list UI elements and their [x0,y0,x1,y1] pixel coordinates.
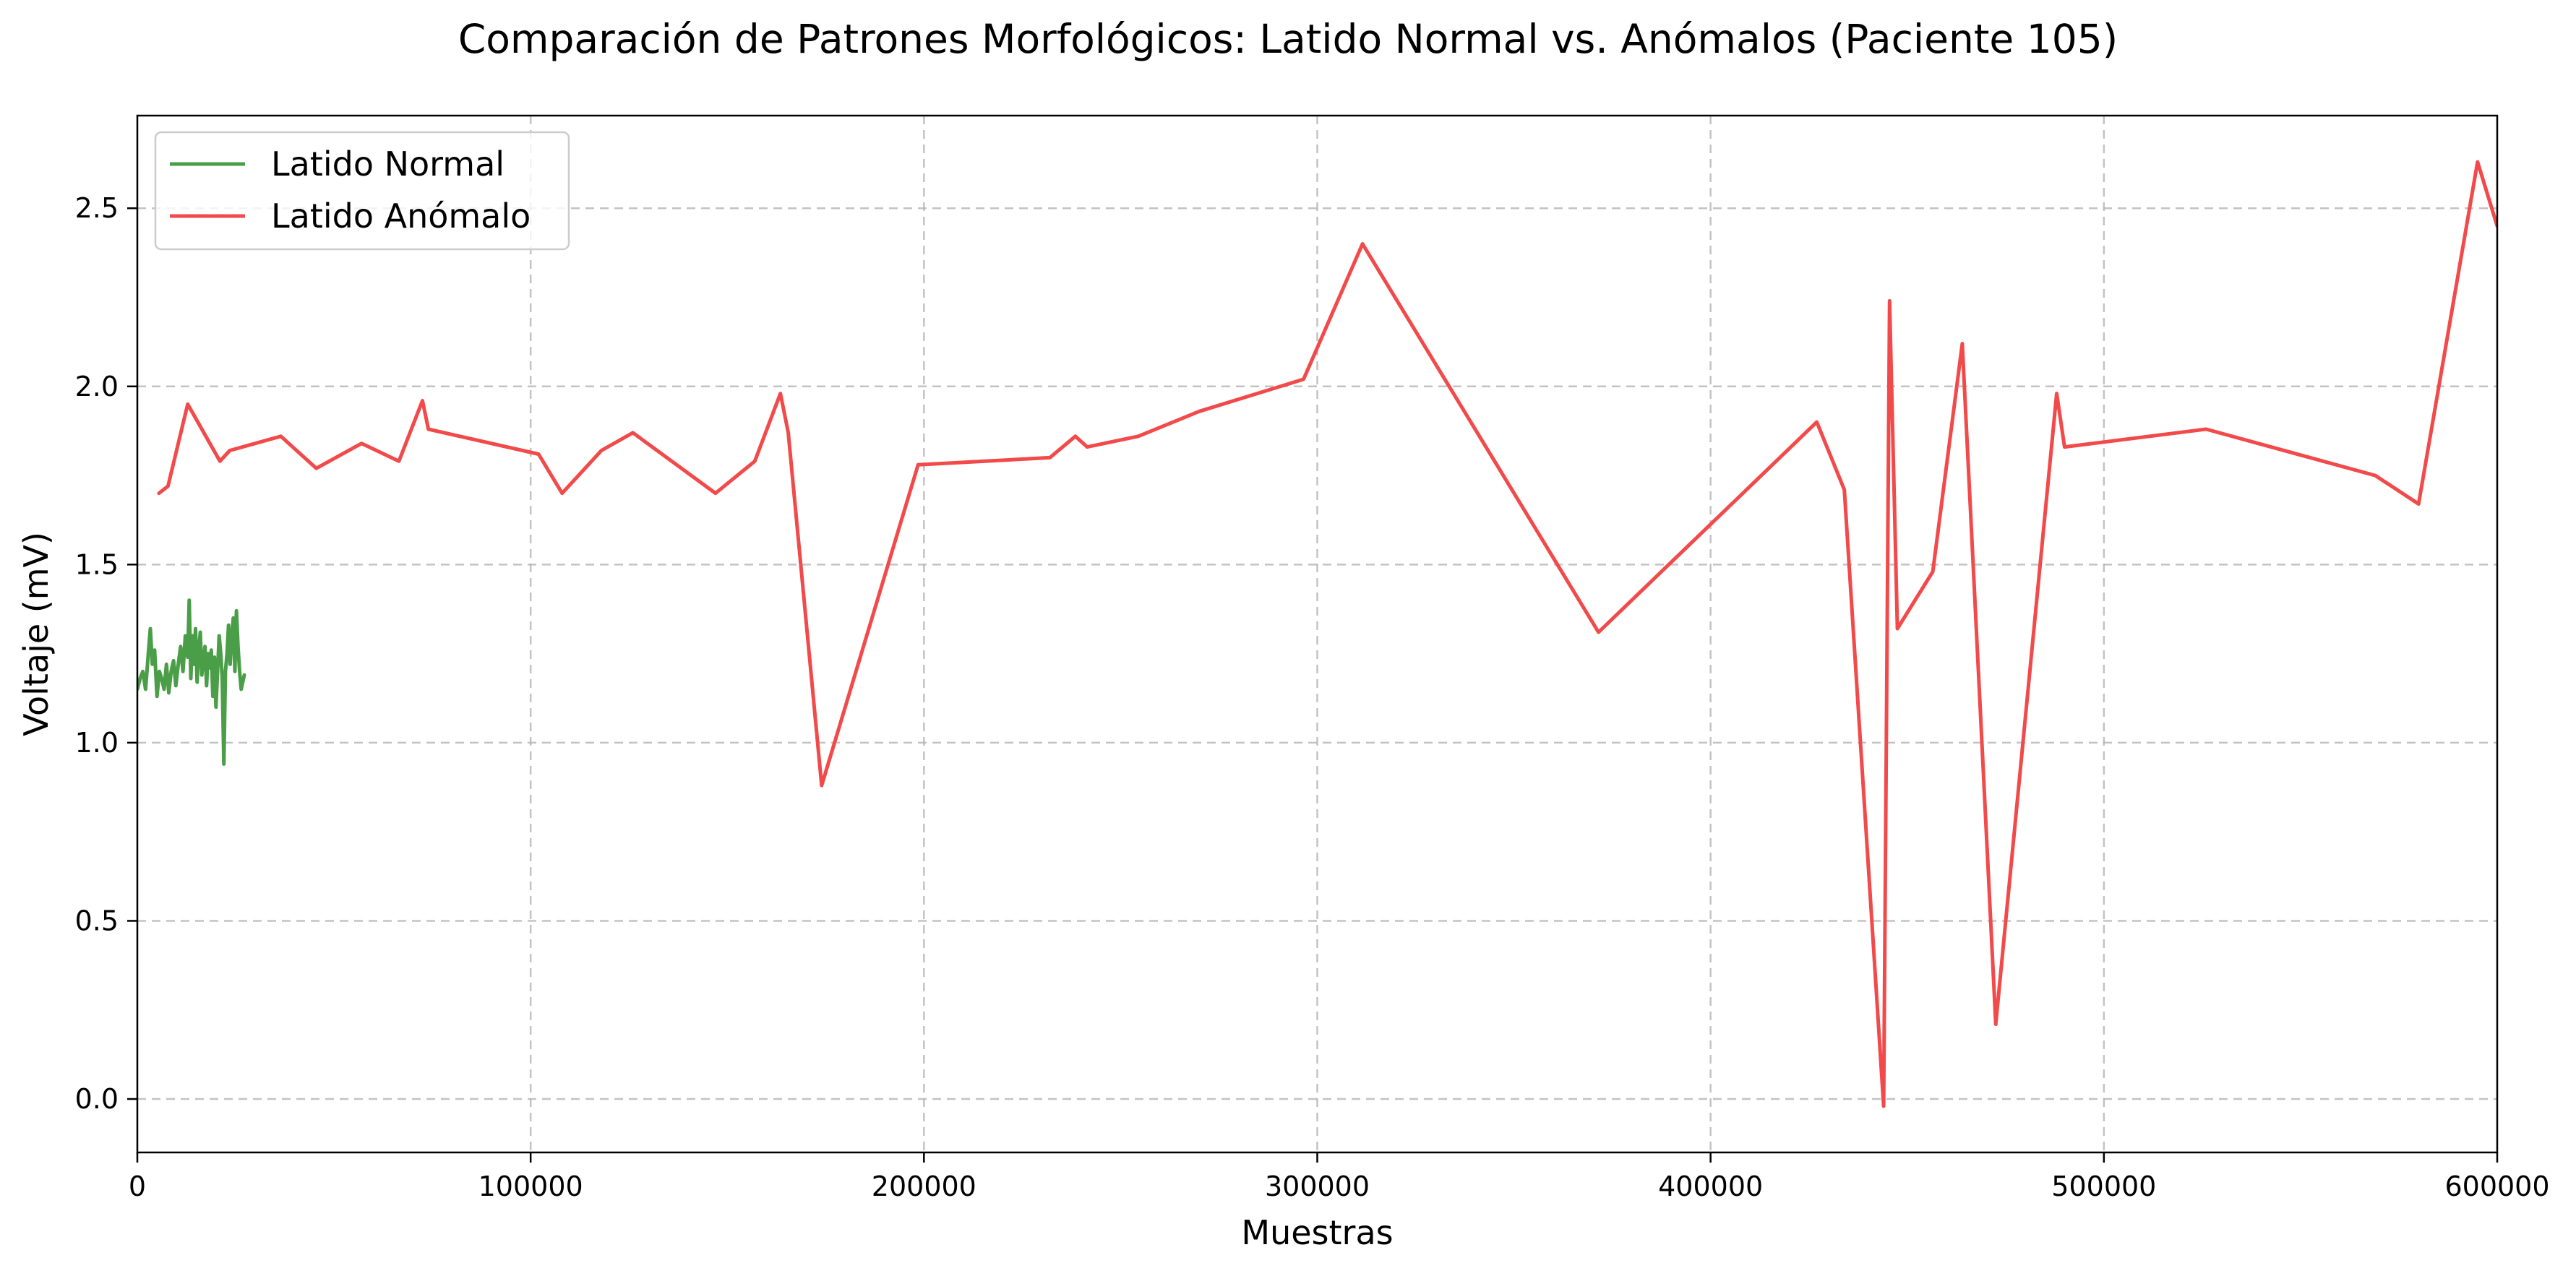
x-tick-label: 100000 [478,1171,583,1202]
legend-box [154,131,570,251]
legend-label-0: Latido Normal [271,145,505,184]
y-axis-title: Voltaje (mV) [17,532,56,736]
x-tick-label: 0 [129,1171,146,1202]
legend: Latido Normal Latido Anómalo [154,131,570,251]
legend-label-1: Latido Anómalo [271,197,531,236]
x-tick-label: 600000 [2444,1171,2549,1202]
plot-area [137,160,2497,1108]
plot-frame [136,114,2499,1154]
chart-title: Comparación de Patrones Morfológicos: La… [458,16,2118,62]
x-tick-label: 400000 [1658,1171,1763,1202]
x-tick-label: 200000 [872,1171,976,1202]
y-tick-label: 0.0 [75,1083,119,1115]
x-tick-label: 500000 [2051,1171,2156,1202]
series-line-0 [137,598,246,766]
axis-ticks: 0 100000 200000 300000 400000 500000 600000 0.0… [75,192,2550,1202]
grid [137,116,2497,1152]
y-tick-label: 1.5 [75,548,119,580]
x-axis-title: Muestras [1241,1213,1393,1252]
y-tick-label: 2.5 [75,192,119,224]
y-tick-label: 2.0 [75,371,119,402]
x-tick-label: 300000 [1265,1171,1370,1202]
y-tick-label: 0.5 [75,905,119,936]
y-tick-label: 1.0 [75,727,119,759]
series-line-1 [157,160,2497,1108]
